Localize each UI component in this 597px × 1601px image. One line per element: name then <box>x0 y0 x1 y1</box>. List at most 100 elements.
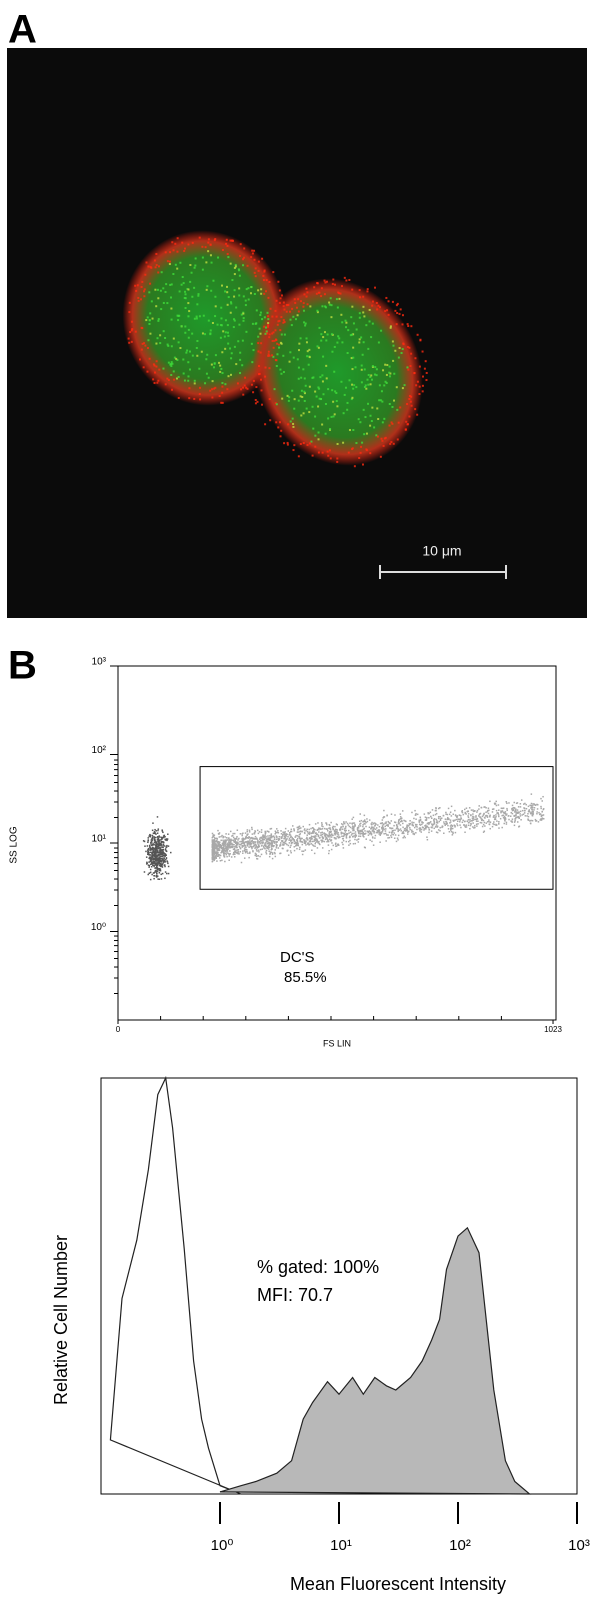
speckle-dot <box>293 444 295 446</box>
speckle-dot <box>302 306 304 308</box>
event <box>385 828 387 830</box>
event <box>482 816 484 818</box>
event <box>451 806 453 808</box>
speckle-dot <box>185 307 187 309</box>
event <box>247 831 249 833</box>
plot-frame <box>118 666 556 1020</box>
event <box>452 833 454 835</box>
event <box>525 804 527 806</box>
speckle-dot <box>347 352 349 354</box>
speckle-dot <box>275 421 277 423</box>
event <box>272 853 274 855</box>
speckle-dot <box>234 267 236 269</box>
gate-name: DC'S <box>280 949 315 966</box>
speckle-dot <box>283 442 285 444</box>
speckle-dot <box>338 337 340 339</box>
event <box>470 825 472 827</box>
event <box>360 823 362 825</box>
speckle-dot <box>141 327 143 329</box>
event <box>290 836 292 838</box>
speckle-dot <box>258 261 260 263</box>
event <box>241 862 243 864</box>
event <box>215 838 217 840</box>
speckle-dot <box>148 291 150 293</box>
event <box>295 836 297 838</box>
event <box>513 815 515 817</box>
speckle-dot <box>280 342 282 344</box>
event <box>516 803 518 805</box>
event <box>447 825 449 827</box>
event <box>398 829 400 831</box>
speckle-dot <box>350 316 352 318</box>
event <box>223 843 225 845</box>
event <box>355 835 357 837</box>
event <box>161 844 163 846</box>
event <box>511 808 512 810</box>
gate-label: 85.5% <box>284 969 327 986</box>
event <box>358 832 360 834</box>
speckle-dot <box>320 295 322 297</box>
event <box>390 835 392 837</box>
speckle-dot <box>280 316 282 318</box>
speckle-dot <box>206 354 208 356</box>
speckle-dot <box>173 370 175 372</box>
event <box>158 868 160 870</box>
event <box>372 831 374 833</box>
speckle-dot <box>269 333 271 335</box>
event <box>160 858 162 860</box>
event <box>271 849 273 851</box>
speckle-dot <box>381 440 383 442</box>
speckle-dot <box>169 263 171 265</box>
speckle-dot <box>226 291 228 293</box>
event <box>323 832 325 834</box>
speckle-dot <box>351 448 353 450</box>
event <box>152 830 154 832</box>
speckle-dot <box>195 257 197 259</box>
speckle-dot <box>298 455 300 457</box>
speckle-dot <box>198 368 200 370</box>
speckle-dot <box>217 324 219 326</box>
event <box>160 860 162 862</box>
event <box>253 838 255 840</box>
event <box>505 811 507 813</box>
speckle-dot <box>227 253 229 255</box>
speckle-dot <box>291 390 293 392</box>
event <box>327 830 329 832</box>
event <box>539 819 541 821</box>
speckle-dot <box>199 315 201 317</box>
speckle-dot <box>183 282 185 284</box>
event <box>267 835 269 837</box>
event <box>159 872 161 874</box>
speckle-dot <box>411 405 413 407</box>
event <box>257 847 259 849</box>
event <box>289 838 291 840</box>
event <box>534 807 536 809</box>
event <box>489 801 491 803</box>
event <box>229 850 231 852</box>
event <box>354 836 356 838</box>
speckle-dot <box>251 361 253 363</box>
speckle-dot <box>141 281 143 283</box>
speckle-dot <box>280 435 282 437</box>
speckle-dot <box>369 425 371 427</box>
event <box>406 826 408 828</box>
speckle-dot <box>171 319 173 321</box>
event <box>409 827 411 829</box>
event <box>290 845 292 847</box>
event <box>506 803 508 805</box>
event <box>281 833 283 835</box>
event <box>373 823 375 825</box>
event <box>212 858 214 860</box>
speckle-dot <box>147 316 149 318</box>
event <box>281 837 283 839</box>
speckle-dot <box>211 396 213 398</box>
speckle-dot <box>128 311 130 313</box>
event <box>309 824 311 826</box>
speckle-dot <box>205 261 207 263</box>
speckle-dot <box>188 397 190 399</box>
speckle-dot <box>187 375 189 377</box>
speckle-dot <box>367 403 369 405</box>
speckle-dot <box>206 289 208 291</box>
event <box>314 829 316 831</box>
event <box>365 847 367 849</box>
